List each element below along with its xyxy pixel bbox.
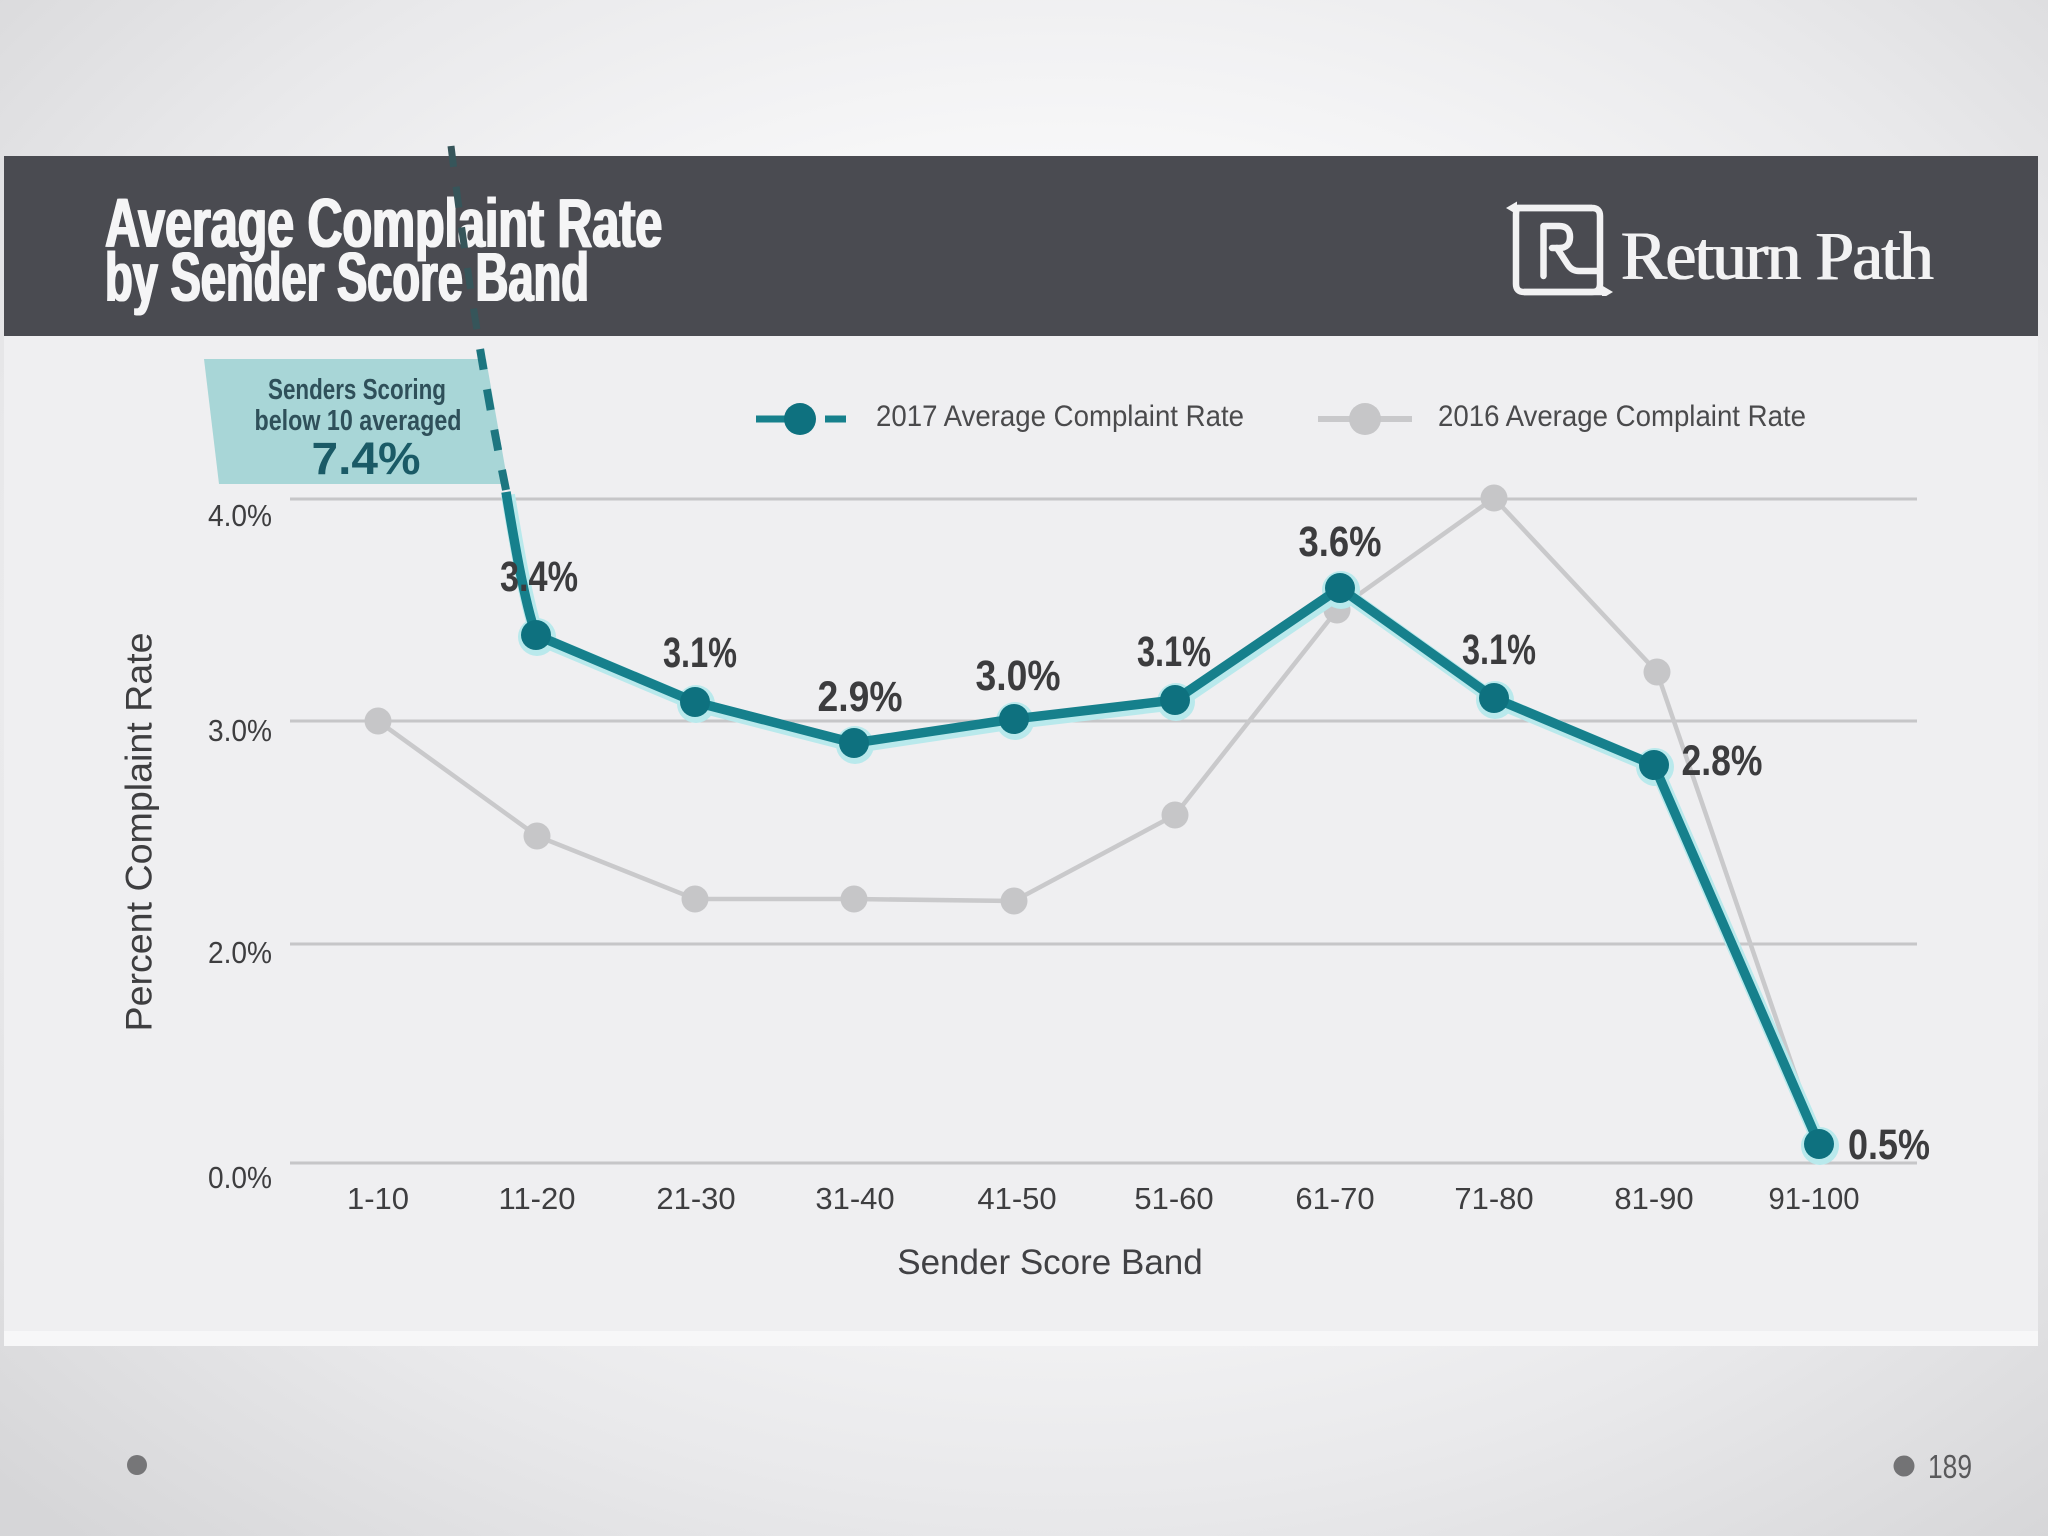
svg-text:below 10 averaged: below 10 averaged (255, 405, 462, 437)
svg-text:1-10: 1-10 (347, 1181, 409, 1216)
svg-text:189: 189 (1928, 1448, 1972, 1485)
svg-text:2.8%: 2.8% (1682, 737, 1763, 785)
svg-text:3.6%: 3.6% (1299, 518, 1382, 566)
svg-text:3.1%: 3.1% (663, 629, 737, 677)
svg-text:4.0%: 4.0% (208, 498, 272, 533)
svg-text:3.4%: 3.4% (500, 553, 578, 601)
svg-text:91-100: 91-100 (1769, 1181, 1860, 1216)
svg-text:3.1%: 3.1% (1137, 628, 1211, 676)
svg-text:3.1%: 3.1% (1462, 626, 1536, 674)
svg-text:71-80: 71-80 (1454, 1181, 1533, 1216)
svg-text:3.0%: 3.0% (208, 713, 272, 748)
svg-text:Percent Complaint Rate: Percent Complaint Rate (119, 633, 160, 1032)
svg-text:3.0%: 3.0% (976, 652, 1061, 700)
svg-text:7.4%: 7.4% (312, 433, 421, 484)
svg-text:81-90: 81-90 (1614, 1181, 1693, 1216)
svg-text:2017 Average Complaint Rate: 2017 Average Complaint Rate (876, 400, 1244, 433)
svg-text:2.9%: 2.9% (818, 673, 903, 721)
svg-text:Senders Scoring: Senders Scoring (268, 374, 446, 406)
svg-text:21-30: 21-30 (656, 1181, 735, 1216)
svg-text:0.5%: 0.5% (1848, 1121, 1930, 1169)
svg-text:Sender Score Band: Sender Score Band (897, 1243, 1202, 1282)
svg-text:11-20: 11-20 (499, 1181, 576, 1216)
svg-text:51-60: 51-60 (1134, 1181, 1213, 1216)
svg-text:41-50: 41-50 (977, 1181, 1056, 1216)
svg-text:31-40: 31-40 (815, 1181, 894, 1216)
svg-text:2016 Average Complaint Rate: 2016 Average Complaint Rate (1438, 400, 1806, 433)
svg-text:0.0%: 0.0% (208, 1160, 272, 1195)
svg-text:2.0%: 2.0% (208, 935, 272, 970)
svg-text:61-70: 61-70 (1295, 1181, 1374, 1216)
